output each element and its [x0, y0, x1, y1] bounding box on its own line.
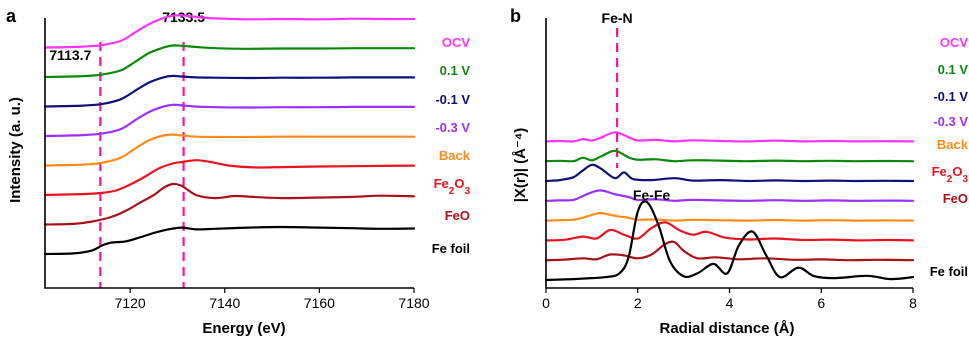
panel-a-reference-label: 7113.7 [49, 47, 91, 63]
panel-b-xtick-label: 6 [817, 295, 825, 311]
panel-a-series-line [43, 182, 416, 226]
panel-b-xtick-label: 8 [909, 295, 917, 311]
panel-a-xtick-label: 7120 [115, 295, 146, 311]
panel-a-xtick-label: 7180 [398, 295, 429, 311]
panel-a-series-label: -0.3 V [435, 120, 470, 135]
panel-b-series-label: 0.1 V [938, 62, 969, 77]
panel-b-series-label: -0.1 V [933, 89, 968, 104]
panel-a-xlabel: Energy (eV) [202, 320, 285, 337]
panel-b-series-label: OCV [940, 35, 969, 50]
panel-a-reference-label: 7133.5 [162, 9, 205, 25]
panel-b-series-line [544, 131, 915, 143]
panel-b-xtick-label: 4 [726, 295, 734, 311]
panel-a-series-label: OCV [442, 35, 471, 50]
panel-b-xtick-label: 0 [542, 295, 550, 311]
panel-b-series-line [544, 200, 915, 282]
panel-a-series-label: -0.1 V [435, 92, 470, 107]
panel-a-series-line [43, 103, 416, 138]
panel-b-series-line [544, 221, 915, 242]
panel-b-reference-label: Fe-N [602, 10, 633, 26]
panel-a-series-label: 0.1 V [440, 63, 471, 78]
panel-b-series-label: FeO [943, 191, 968, 206]
panel-a-ylabel: Intensity (a. u.) [7, 97, 24, 203]
panel-a-series-line [43, 14, 416, 49]
panel-a-series-label: FeO [445, 208, 470, 223]
panel-b-series-line [544, 149, 915, 163]
panel-a-series-line [43, 74, 416, 108]
panel-b-series-label: Fe2O3 [932, 164, 969, 185]
panel-a-xtick-label: 7160 [304, 295, 335, 311]
panel-a: a Intensity (a. u.) Energy (eV) 7113.7 71… [6, 6, 471, 337]
panel-b-axes [545, 18, 913, 289]
panel-a-series-line [43, 225, 416, 256]
panel-a-series-label: Back [439, 148, 471, 163]
panel-a-axes [44, 18, 414, 289]
panel-b-series-line [544, 189, 915, 202]
panel-b-series-line [544, 240, 915, 262]
panel-a-label: a [6, 6, 17, 26]
panel-a-series-line [43, 159, 416, 197]
panel-b-annotation: Fe-Fe [633, 187, 671, 203]
panel-b-series-line [544, 211, 915, 222]
panel-b-xlabel: Radial distance (Å) [659, 320, 794, 337]
panel-a-xtick-label: 7140 [209, 295, 240, 311]
panel-b-series-label: Back [937, 137, 969, 152]
panel-b: b |X(r)| (Å⁻⁴) Radial distance (Å) Fe-N … [510, 6, 969, 337]
panel-a-series-label: Fe foil [432, 241, 470, 256]
panel-b-xtick-label: 2 [634, 295, 642, 311]
panel-a-series-label: Fe2O3 [434, 176, 471, 197]
panel-b-ylabel: |X(r)| (Å⁻⁴) [512, 128, 529, 203]
panel-b-series-line [544, 163, 915, 183]
panel-b-label: b [510, 6, 521, 26]
panel-b-series-label: -0.3 V [933, 114, 968, 129]
panel-b-series-label: Fe foil [930, 264, 968, 279]
panel-a-series-line [43, 133, 416, 167]
panel-a-series-line [43, 44, 416, 79]
